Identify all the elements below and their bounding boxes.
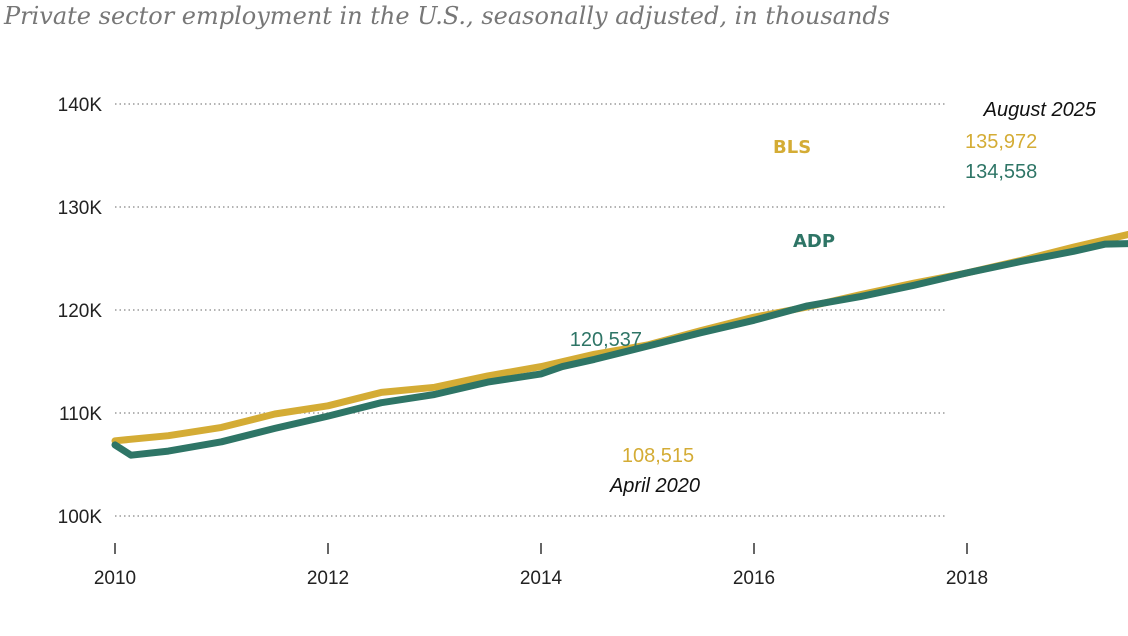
bls-end-value-label: 135,972 (965, 131, 1037, 153)
x-tick-label: 2012 (307, 568, 349, 589)
y-tick-label: 100K (58, 507, 103, 528)
x-tick-label: 2010 (94, 568, 136, 589)
chart-subtitle: Private sector employment in the U.S., s… (4, 2, 891, 30)
adp-series-label: ADP (793, 231, 835, 252)
series-line-adp (111, 240, 1128, 459)
series-lines (111, 230, 1128, 459)
x-tick-label: 2018 (946, 568, 988, 589)
y-tick-label: 120K (58, 301, 103, 322)
series-line-bls (111, 230, 1128, 445)
adp-low-value-label: 120,537 (570, 329, 642, 351)
gridlines (115, 103, 945, 517)
end-date-label: August 2025 (983, 99, 1097, 121)
y-tick-label: 130K (58, 198, 103, 219)
y-axis-ticks: 100K 110K 120K 130K 140K (58, 95, 103, 528)
adp-end-value-label: 134,558 (965, 161, 1037, 183)
bls-low-value-label: 108,515 (622, 445, 694, 467)
bls-series-label: BLS (773, 137, 811, 158)
x-axis: 20102012201420162018202020222024 (94, 543, 988, 589)
low-date-label: April 2020 (609, 475, 700, 497)
annotations: August 2025 135,972 134,558 BLS ADP 120,… (570, 99, 1097, 497)
x-tick-label: 2014 (520, 568, 563, 589)
y-tick-label: 110K (59, 404, 102, 425)
y-tick-label: 140K (58, 95, 103, 116)
x-tick-label: 2016 (733, 568, 775, 589)
